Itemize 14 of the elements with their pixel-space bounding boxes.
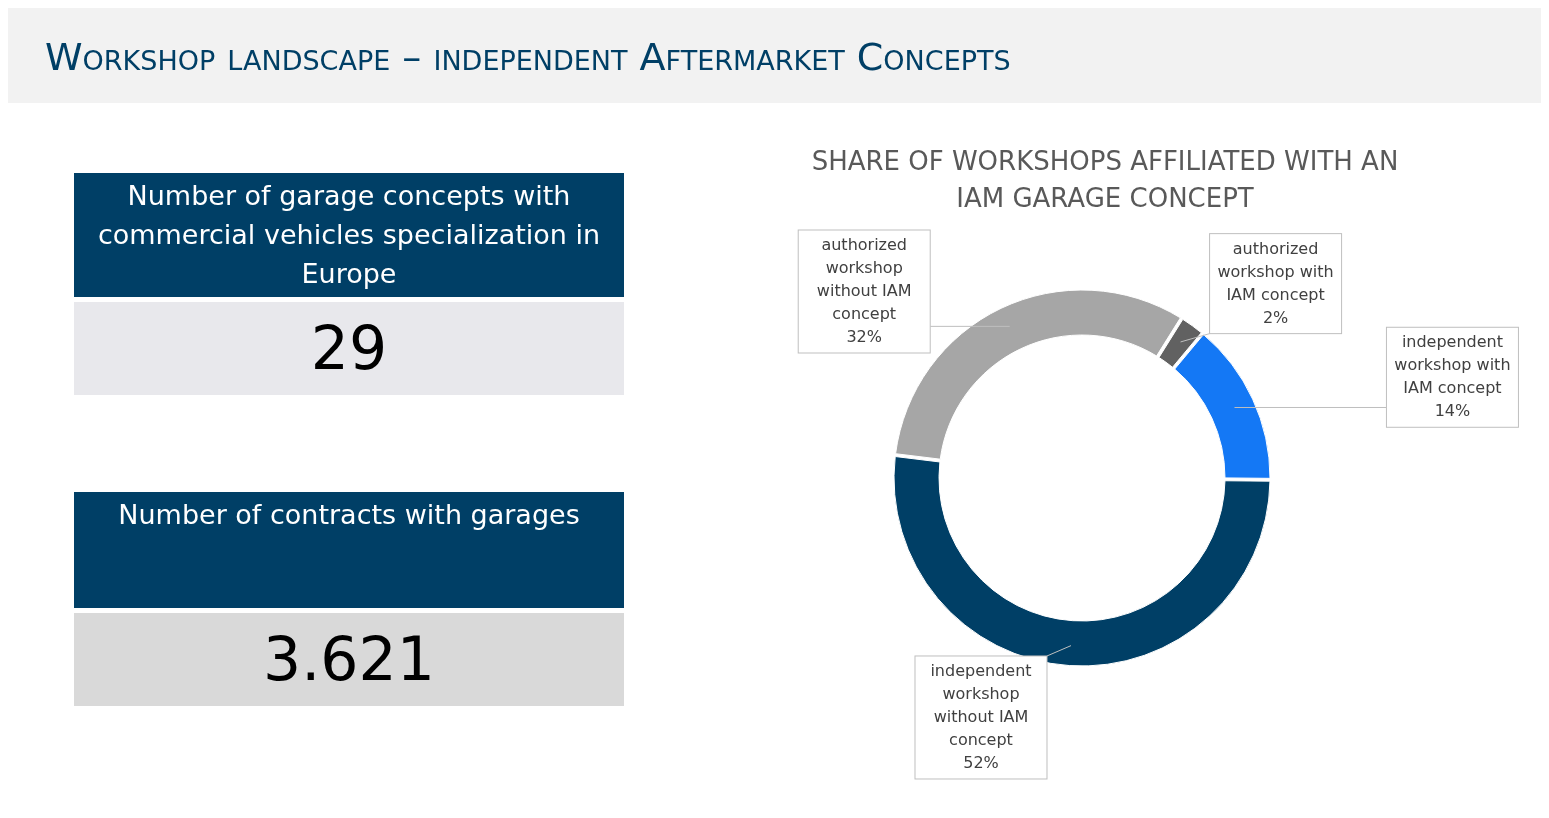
slice-label: authorized workshop with IAM concept [1217,238,1334,304]
text: Workshop landscape – independent Aftermarket Concepts [45,35,1011,79]
data-label: 32% [846,327,882,346]
slice-label: authorized workshop without IAM concept [816,235,912,323]
slice-label: independent workshop without IAM concept [930,660,1032,749]
text: 3.621 [263,624,435,694]
data-label: 2% [1262,307,1289,327]
data-label: 52% [963,752,999,772]
text: Number of garage concepts with commercial vehicles specialization in Europe [97,180,601,289]
text: 29 [310,313,388,383]
slice-label: independent workshop with IAM concept [1394,332,1511,398]
data-label: 14% [1434,401,1471,421]
chart-title: SHARE OF WORKSHOPS AFFILIATED WITH AN IAM GARAGE CONCEPT [811,146,1399,213]
text: Number of contracts with garages [118,499,580,530]
